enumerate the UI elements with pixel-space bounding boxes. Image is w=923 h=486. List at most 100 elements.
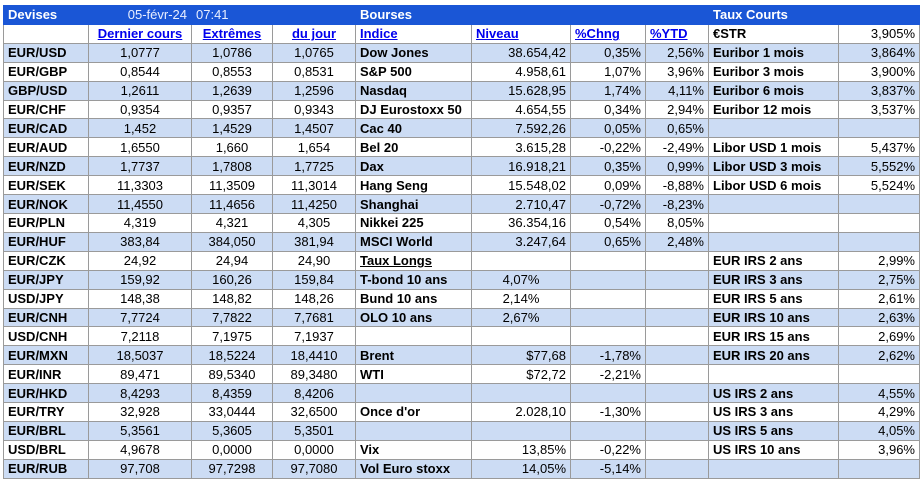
empty-cell	[838, 5, 920, 25]
rate-name: Euribor 3 mois	[708, 61, 839, 82]
rate-name: US IRS 10 ans	[708, 439, 839, 460]
table-row: EUR/TRY 32,928 33,0444 32,6500 Once d'or 2.02…	[3, 402, 920, 422]
index-level	[471, 383, 571, 404]
change-percent: -1,78%	[570, 345, 646, 366]
rate-name	[708, 212, 839, 233]
time-label: 07:41	[191, 5, 273, 25]
change-percent: 0,09%	[570, 175, 646, 196]
index-level: $72,72	[471, 364, 571, 385]
rate-name: EUR IRS 5 ans	[708, 288, 839, 309]
ytd-percent	[645, 288, 709, 309]
last-price: 383,84	[88, 231, 192, 252]
last-price: 159,92	[88, 269, 192, 290]
last-price: 7,2118	[88, 326, 192, 347]
day-low: 97,7080	[272, 458, 356, 480]
change-percent: -1,30%	[570, 402, 646, 422]
day-low: 1,4507	[272, 118, 356, 139]
rate-value: 2,69%	[838, 326, 920, 347]
index-name: Nasdaq	[355, 80, 472, 101]
day-high: 24,94	[191, 250, 273, 271]
ytd-percent	[645, 439, 709, 460]
ytd-percent	[645, 402, 709, 422]
currency-pair: EUR/HKD	[3, 383, 89, 404]
day-high: 0,8553	[191, 61, 273, 82]
index-level	[471, 250, 571, 271]
rate-value: 3,900%	[838, 61, 920, 82]
day-high: 1,0786	[191, 42, 273, 63]
rate-value: 2,61%	[838, 288, 920, 309]
day-high: 89,5340	[191, 364, 273, 385]
table-row: USD/JPY 148,38 148,82 148,26 Bund 10 ans 2,14…	[3, 288, 920, 309]
rate-name: Libor USD 3 mois	[708, 156, 839, 177]
bourses-heading: Bourses	[355, 5, 472, 25]
ytd-percent: -2,49%	[645, 137, 709, 158]
index-name: DJ Eurostoxx 50	[355, 99, 472, 120]
change-percent: -0,72%	[570, 194, 646, 214]
index-level: 13,85%	[471, 439, 571, 460]
change-percent	[570, 326, 646, 347]
change-percent	[570, 383, 646, 404]
change-percent	[570, 269, 646, 290]
last-price: 0,8544	[88, 61, 192, 82]
index-level: 36.354,16	[471, 212, 571, 233]
header-row: Devises 05-févr-24 07:41 Bourses Taux Co…	[3, 5, 920, 25]
rate-name: EUR IRS 2 ans	[708, 250, 839, 271]
empty-cell	[645, 5, 709, 25]
currency-pair: EUR/CHF	[3, 99, 89, 120]
change-percent: 0,05%	[570, 118, 646, 139]
ytd-percent: 0,99%	[645, 156, 709, 177]
day-low: 0,9343	[272, 99, 356, 120]
currency-pair: EUR/MXN	[3, 345, 89, 366]
rate-name: US IRS 3 ans	[708, 402, 839, 422]
table-row: EUR/SEK 11,3303 11,3509 11,3014 Hang Seng 15.…	[3, 175, 920, 196]
index-name: OLO 10 ans	[355, 307, 472, 328]
table-row: EUR/CNH 7,7724 7,7822 7,7681 OLO 10 ans 2,67%…	[3, 307, 920, 328]
day-high: 7,7822	[191, 307, 273, 328]
rate-name: US IRS 2 ans	[708, 383, 839, 404]
rate-value: 2,62%	[838, 345, 920, 366]
day-high: 8,4359	[191, 383, 273, 404]
ytd-percent: 0,65%	[645, 118, 709, 139]
rate-value	[838, 194, 920, 214]
rate-name: Euribor 1 mois	[708, 42, 839, 63]
rate-name	[708, 364, 839, 385]
day-high: 0,9357	[191, 99, 273, 120]
last-price: 8,4293	[88, 383, 192, 404]
day-low: 0,0000	[272, 439, 356, 460]
ytd-percent: 2,48%	[645, 231, 709, 252]
last-price: 18,5037	[88, 345, 192, 366]
day-high: 7,1975	[191, 326, 273, 347]
last-price: 1,6550	[88, 137, 192, 158]
index-name: Dax	[355, 156, 472, 177]
last-price: 148,38	[88, 288, 192, 309]
index-level: 3.615,28	[471, 137, 571, 158]
change-percent	[570, 250, 646, 271]
day-low: 0,8531	[272, 61, 356, 82]
rate-value	[838, 458, 920, 480]
index-name: Once d'or	[355, 402, 472, 422]
ytd-percent: 3,96%	[645, 61, 709, 82]
last-price: 4,9678	[88, 439, 192, 460]
ytd-percent	[645, 383, 709, 404]
change-percent: -0,22%	[570, 439, 646, 460]
day-high: 97,7298	[191, 458, 273, 480]
last-price: 32,928	[88, 402, 192, 422]
table-row: EUR/INR 89,471 89,5340 89,3480 WTI $72,72 -2,2…	[3, 364, 920, 385]
index-name: T-bond 10 ans	[355, 269, 472, 290]
currency-pair: USD/CNH	[3, 326, 89, 347]
du-jour-header: du jour	[272, 23, 356, 44]
last-price: 1,7737	[88, 156, 192, 177]
day-low: 148,26	[272, 288, 356, 309]
table-row: EUR/USD 1,0777 1,0786 1,0765 Dow Jones 38.654…	[3, 42, 920, 63]
day-low: 11,4250	[272, 194, 356, 214]
empty-cell	[471, 5, 571, 25]
index-level	[471, 326, 571, 347]
currency-pair: EUR/USD	[3, 42, 89, 63]
index-level: 15.548,02	[471, 175, 571, 196]
day-high: 1,4529	[191, 118, 273, 139]
table-row: EUR/MXN 18,5037 18,5224 18,4410 Brent $77,68-…	[3, 345, 920, 366]
day-low: 1,7725	[272, 156, 356, 177]
index-name: Taux Longs	[355, 250, 472, 271]
index-name	[355, 383, 472, 404]
day-low: 24,90	[272, 250, 356, 271]
